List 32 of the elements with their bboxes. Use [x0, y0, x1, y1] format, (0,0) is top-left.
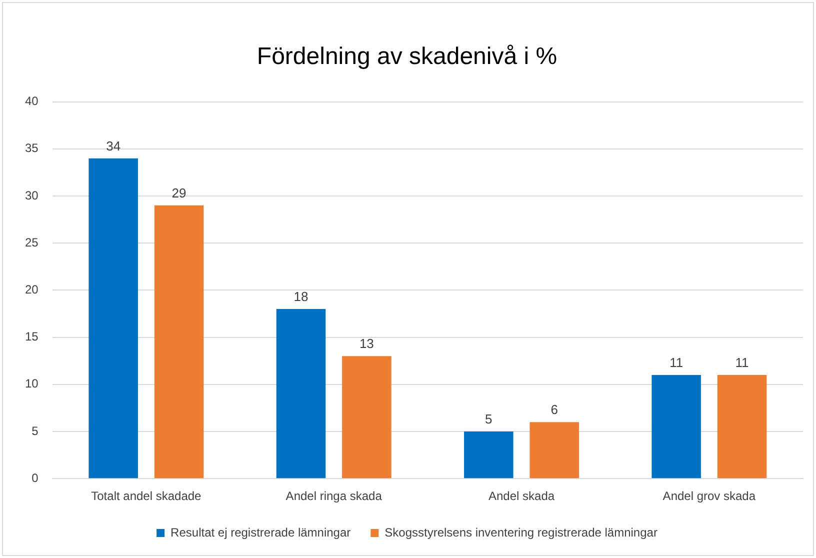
y-tick-label: 0 — [32, 470, 39, 485]
y-tick-label: 35 — [24, 141, 39, 156]
y-tick-label: 10 — [24, 376, 39, 391]
data-label: 13 — [359, 336, 374, 352]
chart-title: Fördelning av skadenivå i % — [256, 43, 558, 70]
bar — [276, 309, 326, 478]
bar — [88, 158, 138, 478]
y-tick-label: 20 — [24, 282, 39, 297]
y-tick-label: 5 — [32, 424, 39, 438]
y-tick-label: 15 — [24, 330, 39, 344]
legend-label: Skogsstyrelsens inventering registrerade lämningar — [384, 525, 658, 540]
bar — [464, 432, 514, 478]
data-label: 18 — [294, 289, 308, 304]
y-tick-label: 30 — [24, 188, 39, 202]
data-label: 6 — [550, 402, 558, 418]
bar — [154, 205, 204, 478]
data-label: 29 — [172, 186, 186, 200]
y-tick-label: 25 — [24, 235, 39, 250]
legend-label: Resultat ej registrerade lämningar — [170, 525, 351, 540]
data-label: 34 — [106, 138, 121, 154]
x-tick-label: Totalt andel skadade — [91, 489, 202, 504]
bar — [652, 374, 701, 478]
bar — [717, 374, 767, 478]
x-tick-label: Andel ringa skada — [286, 489, 382, 504]
x-tick-label: Andel skada — [488, 489, 555, 504]
data-label: 11 — [670, 355, 684, 370]
bar — [530, 422, 579, 478]
y-tick-label: 40 — [24, 94, 39, 108]
data-label: 5 — [485, 412, 492, 427]
bar — [342, 356, 392, 478]
data-label: 11 — [735, 355, 749, 370]
x-tick-label: Andel grov skada — [662, 489, 756, 504]
